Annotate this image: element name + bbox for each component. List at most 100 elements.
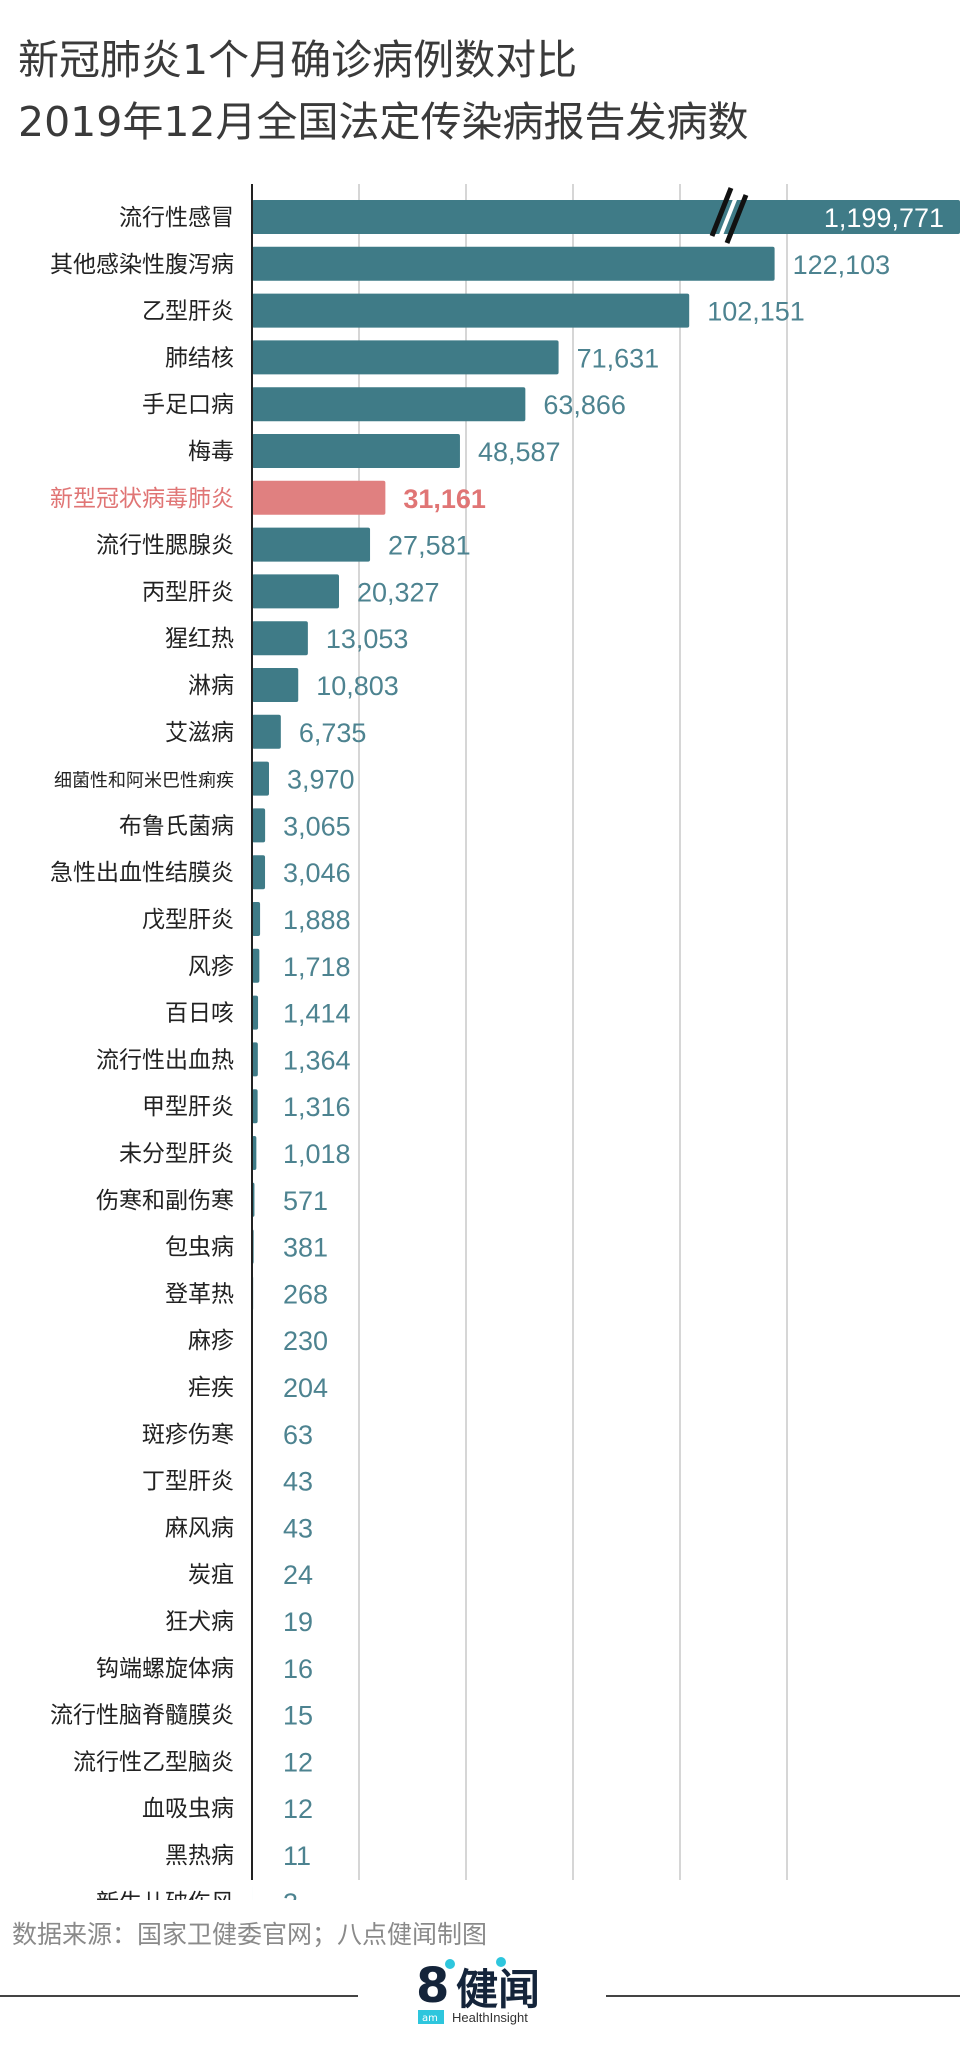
category-label: 狂犬病	[165, 1609, 234, 1635]
bar-chart: 流行性感冒 1,199,771 其他感染性腹泻病 122,103 乙型肝炎 102,151…	[50, 184, 960, 1900]
category-label: 登革热	[165, 1281, 234, 1307]
value-label: 27,581	[388, 531, 471, 561]
value-label: 122,103	[793, 250, 891, 280]
divider-left	[0, 1995, 358, 1997]
category-label: 猩红热	[165, 626, 234, 652]
svg-text:8: 8	[416, 1958, 449, 2014]
bar	[252, 621, 308, 656]
value-label: 1,718	[283, 952, 351, 982]
value-label: 31,161	[403, 484, 486, 514]
value-label: 102,151	[707, 297, 805, 327]
category-label: 黑热病	[165, 1843, 234, 1869]
category-label: 新生儿破伤风	[96, 1890, 234, 1900]
bar	[252, 574, 339, 609]
value-label: 1,018	[283, 1139, 351, 1169]
value-label: 204	[283, 1373, 328, 1403]
category-label: 丙型肝炎	[142, 579, 234, 605]
category-label: 麻疹	[188, 1328, 234, 1354]
value-label: 230	[283, 1326, 328, 1356]
bar	[252, 808, 266, 843]
value-label: 571	[283, 1186, 328, 1216]
bar	[252, 902, 261, 936]
bar	[252, 668, 299, 702]
value-label: 15	[283, 1701, 313, 1731]
axis-break-mark	[724, 194, 749, 244]
value-label: 381	[283, 1233, 328, 1263]
category-label: 钩端螺旋体病	[96, 1656, 234, 1682]
category-label: 流行性腮腺炎	[96, 533, 234, 559]
category-label: 流行性脑脊髓膜炎	[50, 1703, 234, 1729]
category-label: 戊型肝炎	[142, 907, 234, 933]
value-label: 20,327	[357, 577, 440, 607]
bar	[252, 293, 690, 328]
value-label: 16	[283, 1654, 313, 1684]
category-label: 麻风病	[165, 1515, 234, 1541]
bar	[252, 387, 526, 422]
category-label: 流行性乙型脑炎	[73, 1749, 234, 1775]
category-label: 流行性感冒	[119, 205, 234, 231]
category-label: 风疹	[188, 954, 234, 980]
value-label: 11	[283, 1841, 311, 1871]
chart-subtitle: 2019年12月全国法定传染病报告发病数	[18, 98, 749, 146]
value-label: 10,803	[316, 671, 399, 701]
category-label: 细菌性和阿米巴性痢疾	[54, 771, 234, 792]
value-label: 3,046	[283, 858, 351, 888]
category-label: 疟疾	[188, 1375, 234, 1401]
category-label: 新型冠状病毒肺炎	[50, 486, 234, 512]
value-label: 1,316	[283, 1092, 351, 1122]
bar	[252, 1089, 258, 1124]
axis-break-gap	[717, 191, 740, 241]
bar	[252, 1136, 257, 1170]
category-label: 伤寒和副伤寒	[96, 1188, 234, 1214]
bar	[252, 1042, 258, 1077]
value-label: 12	[283, 1794, 313, 1824]
category-label: 甲型肝炎	[142, 1094, 234, 1120]
value-label: 1,364	[283, 1045, 351, 1075]
category-label: 乙型肝炎	[142, 299, 234, 325]
category-label: 未分型肝炎	[119, 1141, 234, 1167]
bar	[252, 995, 259, 1030]
category-label: 手足口病	[142, 392, 234, 418]
healthinsight-logo: 8 健闻 am HealthInsight	[410, 1950, 550, 2030]
value-label: 71,631	[577, 343, 660, 373]
value-label: 6,735	[299, 718, 367, 748]
value-label: 63	[283, 1420, 313, 1450]
svg-text:HealthInsight: HealthInsight	[452, 2010, 528, 2025]
value-label: 12	[283, 1747, 313, 1777]
category-label: 包虫病	[165, 1235, 234, 1261]
value-label: 43	[283, 1467, 313, 1497]
chart-title: 新冠肺炎1个月确诊病例数对比	[18, 36, 578, 84]
value-label: 63,866	[543, 390, 626, 420]
bar	[252, 434, 460, 468]
value-label: 48,587	[478, 437, 561, 467]
category-label: 肺结核	[165, 345, 234, 371]
category-label: 布鲁氏菌病	[119, 813, 234, 839]
value-label: 3	[283, 1888, 298, 1900]
svg-text:健闻: 健闻	[456, 1965, 540, 2014]
value-label: 24	[283, 1560, 313, 1590]
bar	[252, 761, 269, 796]
category-label: 丁型肝炎	[142, 1469, 234, 1495]
category-label: 百日咳	[165, 1001, 234, 1027]
category-label: 其他感染性腹泻病	[50, 252, 234, 278]
category-label: 艾滋病	[165, 720, 234, 746]
category-label: 血吸虫病	[142, 1796, 234, 1822]
value-label: 1,888	[283, 905, 351, 935]
svg-text:am: am	[422, 2013, 438, 2024]
bar	[252, 714, 281, 749]
bar	[252, 527, 371, 562]
value-label: 1,414	[283, 999, 351, 1029]
value-label: 13,053	[326, 624, 409, 654]
value-label: 19	[283, 1607, 313, 1637]
data-source: 数据来源：国家卫健委官网；八点健闻制图	[12, 1920, 488, 1949]
value-label: 268	[283, 1279, 328, 1309]
category-label: 急性出血性结膜炎	[50, 860, 234, 886]
category-label: 梅毒	[188, 439, 234, 465]
divider-right	[606, 1995, 960, 1997]
bar	[252, 855, 266, 890]
value-label: 1,199,771	[824, 203, 944, 233]
value-label: 3,065	[283, 811, 351, 841]
bar	[252, 948, 260, 983]
axis-break-mark	[709, 187, 734, 237]
bar	[252, 200, 960, 234]
